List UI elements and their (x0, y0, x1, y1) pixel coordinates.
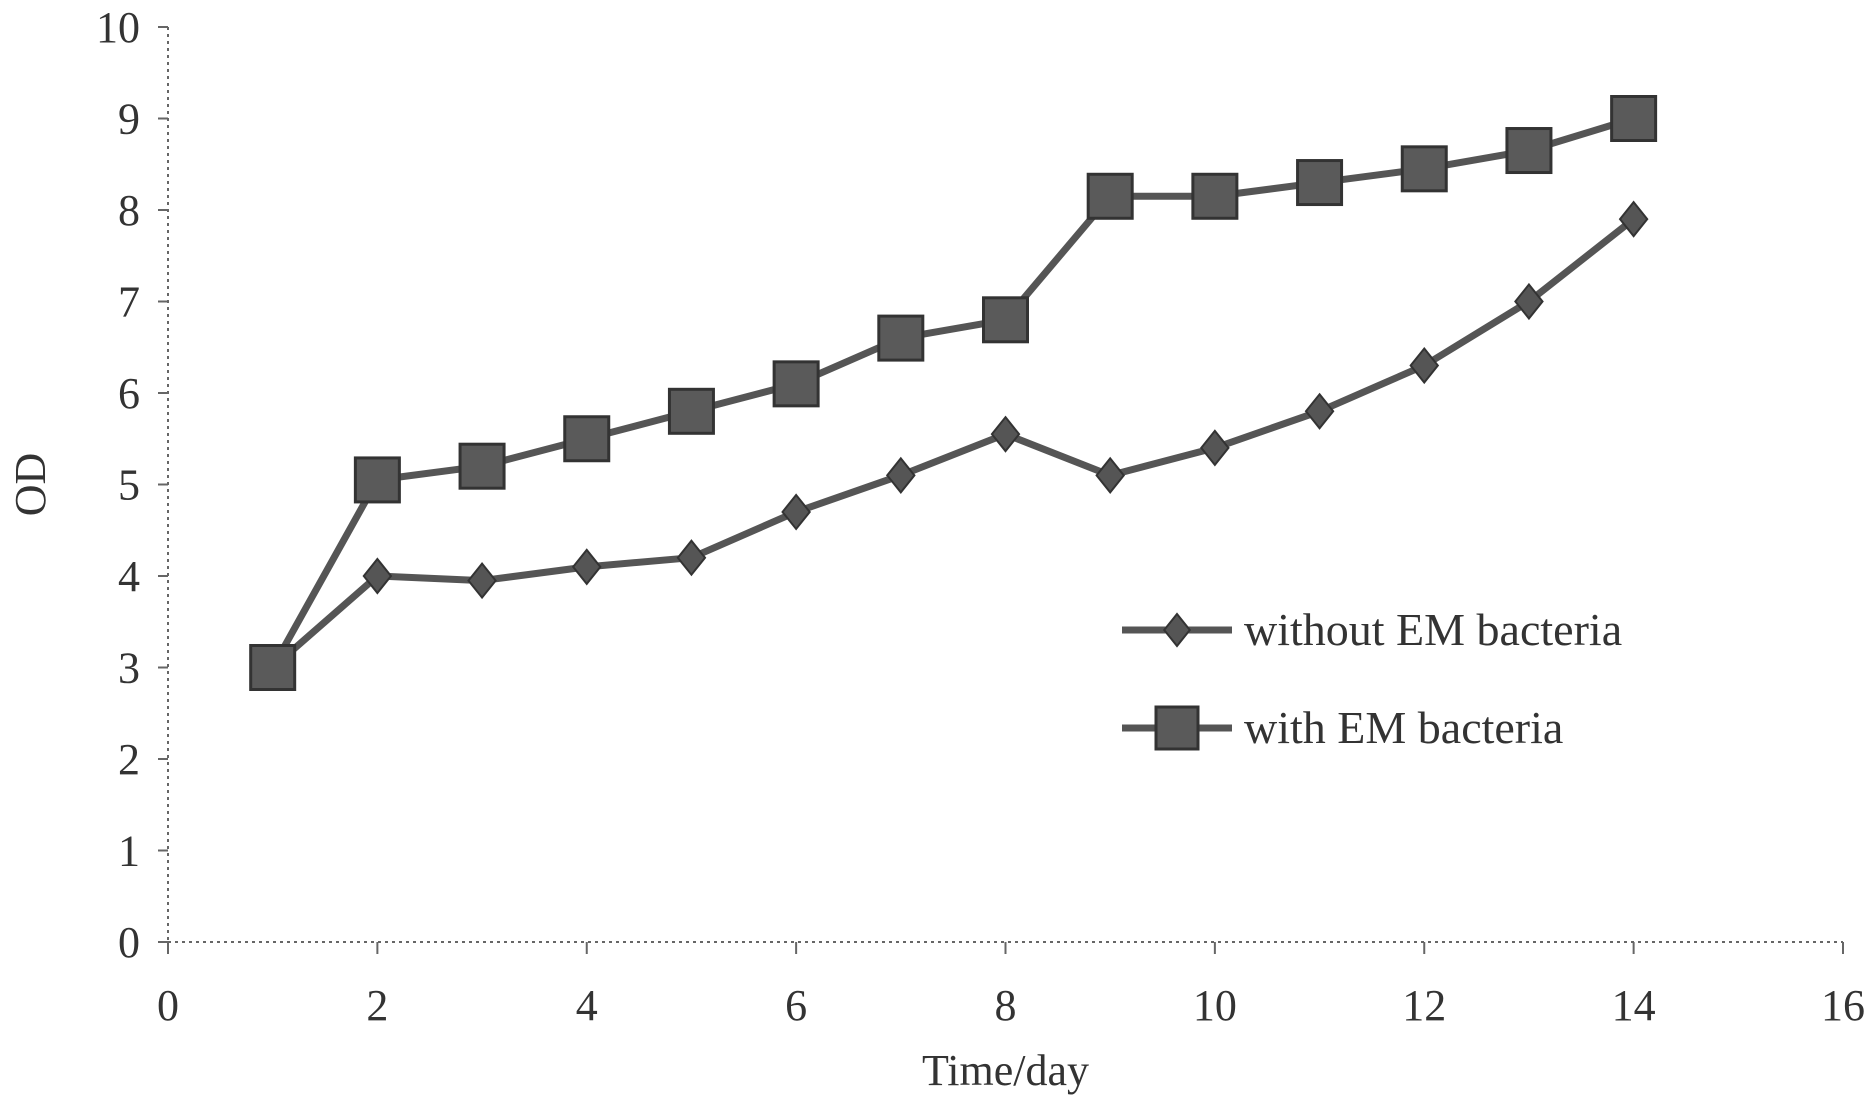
x-tick-label: 14 (1612, 981, 1656, 1030)
y-tick-label: 9 (118, 95, 140, 144)
x-axis-title: Time/day (922, 1046, 1089, 1095)
data-point-diamond (573, 550, 600, 584)
y-tick-label: 10 (96, 3, 140, 52)
legend: without EM bacteria with EM bacteria (1122, 604, 1622, 753)
axes (158, 27, 1843, 954)
x-tick-label: 0 (157, 981, 179, 1030)
data-point-diamond (887, 458, 914, 492)
y-tick-label: 5 (118, 461, 140, 510)
data-point-square (1088, 174, 1132, 218)
y-tick-label: 1 (118, 827, 140, 876)
x-tick-label: 2 (366, 981, 388, 1030)
data-point-square (1507, 129, 1551, 173)
x-tick-label: 8 (995, 981, 1017, 1030)
x-tick-label: 4 (576, 981, 598, 1030)
legend-marker-square (1156, 707, 1198, 749)
x-tick-label: 6 (785, 981, 807, 1030)
data-point-square (669, 389, 713, 433)
data-point-diamond (783, 495, 810, 529)
y-tick-label: 7 (118, 278, 140, 327)
data-point-diamond (1201, 431, 1228, 465)
legend-marker-diamond (1164, 614, 1190, 646)
x-tick-label: 16 (1821, 981, 1865, 1030)
legend-item: with EM bacteria (1122, 702, 1563, 753)
legend-label: with EM bacteria (1244, 702, 1563, 753)
data-point-diamond (1097, 458, 1124, 492)
x-tick-label: 12 (1402, 981, 1446, 1030)
data-point-square (565, 417, 609, 461)
data-point-square (460, 444, 504, 488)
data-point-square (984, 298, 1028, 342)
y-tick-label: 0 (118, 918, 140, 967)
tick-labels: 0123456789100246810121416 (96, 3, 1865, 1030)
data-point-square (1193, 174, 1237, 218)
y-axis-title: OD (6, 453, 55, 517)
y-tick-label: 6 (118, 369, 140, 418)
y-tick-label: 8 (118, 186, 140, 235)
data-point-diamond (678, 541, 705, 575)
y-tick-label: 2 (118, 735, 140, 784)
y-tick-label: 3 (118, 644, 140, 693)
plot-area (251, 97, 1656, 690)
data-point-square (1612, 97, 1656, 141)
data-point-square (355, 458, 399, 502)
legend-label: without EM bacteria (1244, 604, 1622, 655)
data-point-square (1402, 147, 1446, 191)
x-tick-label: 10 (1193, 981, 1237, 1030)
y-tick-label: 4 (118, 552, 140, 601)
data-point-square (1298, 161, 1342, 205)
legend-item: without EM bacteria (1122, 604, 1622, 655)
data-point-square (879, 316, 923, 360)
data-point-diamond (468, 564, 495, 598)
data-point-square (251, 646, 295, 690)
data-point-diamond (1306, 394, 1333, 428)
data-point-diamond (1411, 349, 1438, 383)
series-with-em (251, 97, 1656, 690)
data-point-diamond (992, 417, 1019, 451)
data-point-square (774, 362, 818, 406)
